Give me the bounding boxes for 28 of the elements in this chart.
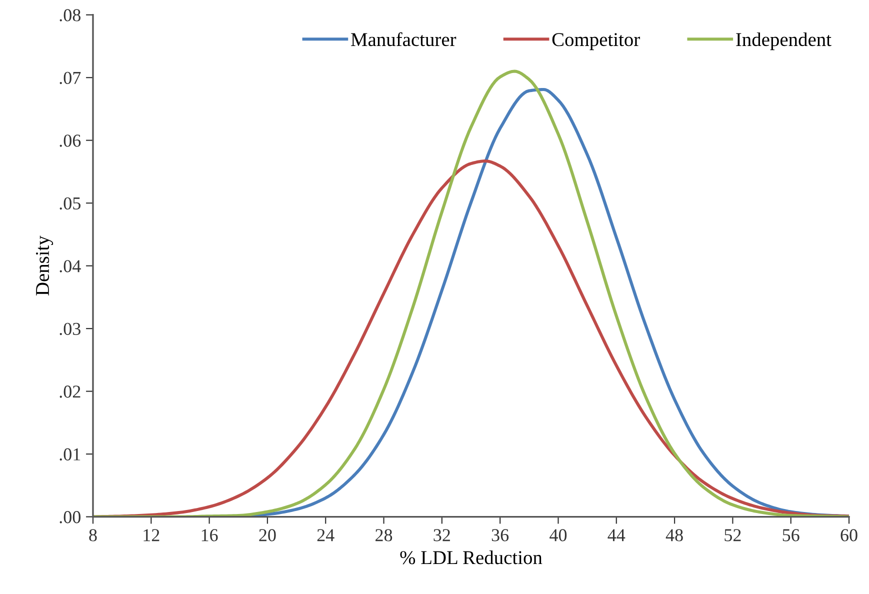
y-tick-label: .04 (60, 260, 81, 272)
x-tick-label: 52 (724, 529, 741, 542)
x-tick-label: 12 (144, 529, 160, 542)
legend-label: Independent (736, 32, 832, 50)
x-tick-label: 28 (376, 529, 392, 542)
x-tick-label: 56 (782, 529, 800, 542)
y-tick-label: .06 (60, 134, 81, 147)
y-tick-label: .05 (60, 197, 80, 210)
x-tick-label: 32 (434, 529, 450, 542)
y-axis-title: Density (36, 236, 54, 296)
legend-label: Manufacturer (351, 32, 456, 46)
x-tick-label: 16 (202, 529, 218, 542)
x-tick-label: 24 (317, 529, 334, 542)
x-tick-label: 40 (550, 529, 567, 542)
x-tick-label: 8 (89, 529, 97, 542)
legend-label: Competitor (552, 33, 640, 50)
y-tick-label: .00 (60, 511, 80, 524)
y-tick-label: .07 (60, 72, 81, 84)
x-tick-label: 36 (492, 529, 509, 542)
x-tick-label: 44 (608, 529, 626, 542)
x-axis-title: % LDL Reduction (400, 550, 542, 564)
y-tick-label: .08 (60, 9, 80, 22)
y-tick-label: .01 (60, 448, 80, 461)
y-tick-label: .03 (60, 322, 80, 336)
y-tick-label: .02 (60, 386, 80, 398)
x-tick-label: 60 (840, 529, 858, 542)
x-tick-label: 48 (666, 529, 683, 542)
x-tick-label: 20 (259, 529, 276, 542)
